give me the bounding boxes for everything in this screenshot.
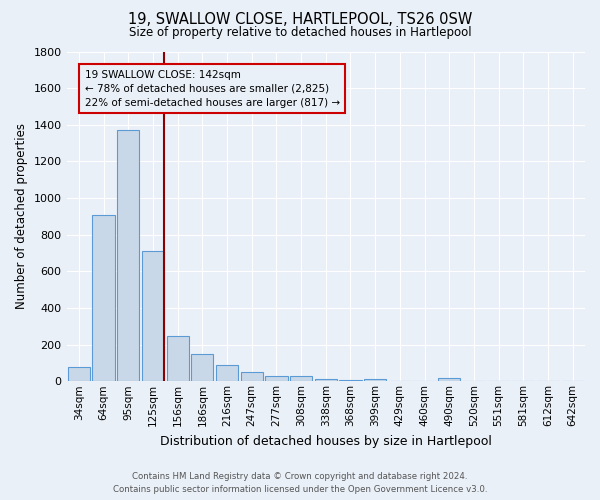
Bar: [314, 378, 337, 382]
Bar: [68, 366, 90, 382]
Text: 19 SWALLOW CLOSE: 142sqm
← 78% of detached houses are smaller (2,825)
22% of sem: 19 SWALLOW CLOSE: 142sqm ← 78% of detach…: [85, 70, 340, 108]
X-axis label: Distribution of detached houses by size in Hartlepool: Distribution of detached houses by size …: [160, 434, 492, 448]
Y-axis label: Number of detached properties: Number of detached properties: [15, 124, 28, 310]
Bar: [241, 372, 263, 382]
Text: 19, SWALLOW CLOSE, HARTLEPOOL, TS26 0SW: 19, SWALLOW CLOSE, HARTLEPOOL, TS26 0SW: [128, 12, 472, 28]
Bar: [216, 365, 238, 382]
Bar: [191, 354, 214, 382]
Bar: [117, 130, 139, 382]
Bar: [340, 380, 362, 382]
Bar: [290, 376, 312, 382]
Text: Contains HM Land Registry data © Crown copyright and database right 2024.
Contai: Contains HM Land Registry data © Crown c…: [113, 472, 487, 494]
Bar: [438, 378, 460, 382]
Bar: [364, 379, 386, 382]
Bar: [167, 336, 189, 382]
Bar: [142, 251, 164, 382]
Bar: [265, 376, 287, 382]
Bar: [92, 214, 115, 382]
Text: Size of property relative to detached houses in Hartlepool: Size of property relative to detached ho…: [128, 26, 472, 39]
